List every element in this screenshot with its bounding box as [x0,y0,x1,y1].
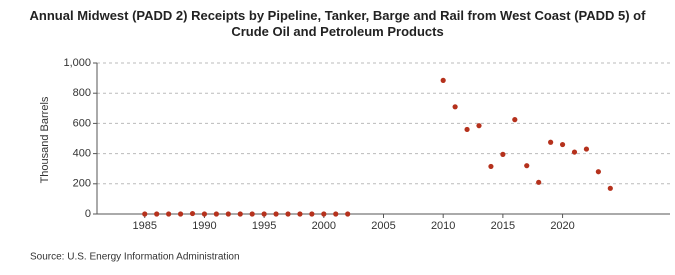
data-point [559,141,566,148]
y-tick-label: 400 [73,148,91,160]
data-point [213,211,219,217]
data-point [201,211,208,217]
data-point [333,211,339,217]
data-point [500,151,506,157]
y-tick-label: 1,000 [63,57,91,69]
data-point [237,211,243,217]
x-tick-label: 2015 [491,220,515,232]
data-point [345,211,351,217]
data-point [177,211,184,217]
data-point [488,163,494,170]
x-tick-label: 1990 [192,220,216,232]
data-point [548,139,554,145]
data-point [321,211,327,217]
data-point [154,211,160,217]
data-point [464,126,470,133]
y-tick-label: 800 [73,87,91,99]
y-axis-label: Thousand Barrels [39,96,51,183]
data-point [452,104,458,110]
x-tick-label: 2020 [550,220,574,232]
data-point [225,211,231,217]
data-point [512,117,518,123]
data-point [476,123,482,129]
data-point [524,163,530,169]
data-point [595,169,601,175]
data-point [261,211,267,217]
data-point [297,211,303,217]
data-point [440,77,446,83]
x-tick-label: 2005 [371,220,395,232]
y-tick-label: 600 [73,117,91,129]
source-note: Source: U.S. Energy Information Administ… [30,252,240,263]
x-tick-label: 2000 [312,220,336,232]
x-tick-label: 1985 [133,220,157,232]
data-point [607,185,613,191]
y-tick-label: 200 [73,178,91,190]
data-point [285,211,291,217]
data-point [309,211,315,217]
data-point [273,211,279,217]
x-tick-label: 1995 [252,220,276,232]
x-tick-label: 2010 [431,220,455,232]
data-point [189,210,196,217]
data-point [249,211,255,217]
chart-title: Annual Midwest (PADD 2) Receipts by Pipe… [29,8,646,39]
y-tick-label: 0 [85,208,91,220]
data-point [571,149,578,155]
data-point [583,146,590,152]
data-point [536,179,542,185]
data-point [142,211,148,217]
data-point [166,211,172,217]
